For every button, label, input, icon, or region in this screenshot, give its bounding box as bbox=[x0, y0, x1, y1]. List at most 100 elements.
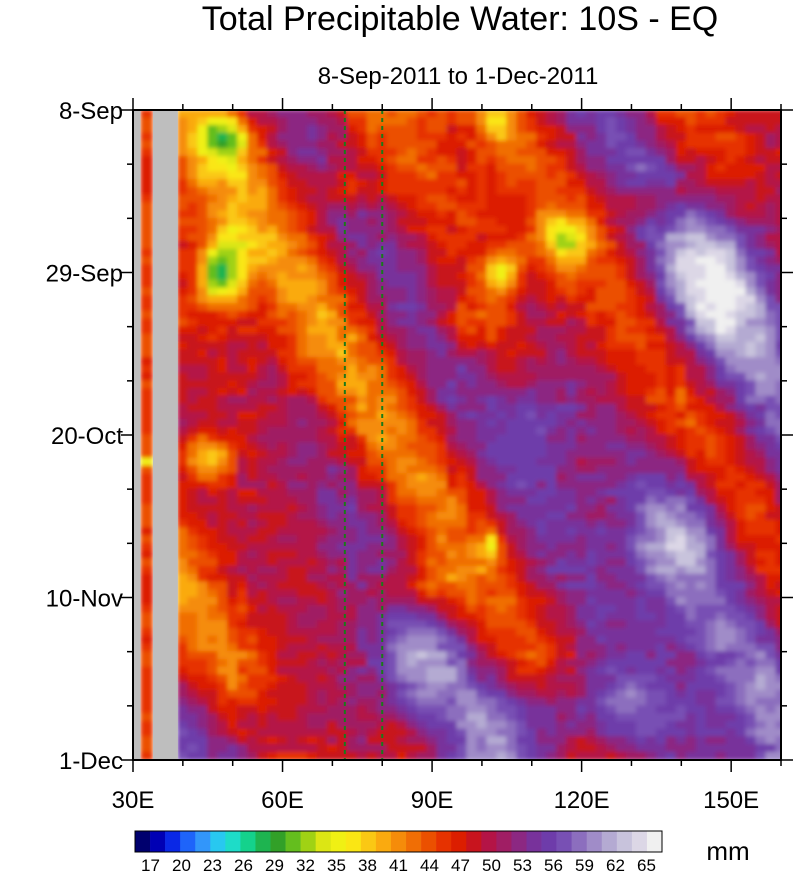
field-cell bbox=[386, 241, 398, 250]
field-cell bbox=[715, 163, 727, 173]
field-cell bbox=[655, 666, 667, 676]
field-cell bbox=[197, 233, 209, 243]
field-cell bbox=[277, 194, 289, 204]
field-cell bbox=[755, 666, 767, 676]
field-cell bbox=[586, 627, 598, 637]
field-cell bbox=[546, 233, 558, 243]
field-cell bbox=[536, 364, 548, 374]
field-cell bbox=[526, 720, 538, 730]
field-cell bbox=[645, 248, 657, 258]
field-cell bbox=[675, 264, 687, 273]
field-cell bbox=[486, 573, 498, 583]
field-cell bbox=[606, 233, 618, 243]
field-cell bbox=[247, 597, 259, 606]
field-cell bbox=[177, 465, 189, 475]
field-cell bbox=[506, 473, 518, 482]
field-cell bbox=[745, 651, 757, 660]
field-cell bbox=[247, 403, 259, 413]
field-cell bbox=[576, 233, 588, 243]
field-cell bbox=[207, 202, 219, 212]
field-cell bbox=[396, 604, 408, 614]
field-cell bbox=[207, 171, 219, 181]
field-cell bbox=[725, 643, 737, 653]
field-cell bbox=[685, 117, 697, 126]
field-cell bbox=[715, 140, 727, 150]
field-cell bbox=[257, 295, 269, 304]
field-cell bbox=[546, 186, 558, 196]
field-cell bbox=[606, 689, 618, 699]
field-cell bbox=[556, 535, 568, 544]
field-cell bbox=[306, 697, 318, 707]
field-cell bbox=[346, 589, 358, 598]
field-cell bbox=[426, 155, 438, 165]
field-cell bbox=[306, 194, 318, 204]
field-cell bbox=[556, 357, 568, 366]
field-cell bbox=[316, 519, 328, 529]
field-cell bbox=[745, 697, 757, 707]
field-cell bbox=[665, 310, 677, 320]
field-cell bbox=[177, 697, 189, 707]
field-cell bbox=[675, 326, 687, 335]
field-cell bbox=[366, 403, 378, 413]
field-cell bbox=[446, 751, 458, 760]
field-cell bbox=[625, 666, 637, 676]
field-cell bbox=[426, 287, 438, 297]
field-cell bbox=[695, 457, 707, 467]
field-cell bbox=[516, 643, 528, 653]
field-cell bbox=[436, 272, 448, 281]
field-cell bbox=[296, 697, 308, 707]
field-cell bbox=[695, 535, 707, 544]
field-cell bbox=[546, 349, 558, 359]
field-cell bbox=[376, 272, 388, 281]
field-cell bbox=[247, 302, 259, 312]
field-cell bbox=[486, 372, 498, 382]
field-cell bbox=[496, 442, 508, 451]
field-cell bbox=[645, 388, 657, 397]
field-cell bbox=[486, 496, 498, 506]
field-cell bbox=[506, 419, 518, 428]
field-cell bbox=[486, 527, 498, 537]
field-cell bbox=[596, 295, 608, 304]
field-cell bbox=[396, 496, 408, 506]
field-cell bbox=[725, 635, 737, 645]
field-cell bbox=[287, 132, 298, 142]
field-cell bbox=[177, 635, 189, 645]
field-cell bbox=[596, 395, 608, 405]
field-cell bbox=[416, 751, 428, 760]
field-cell bbox=[336, 620, 348, 629]
field-cell bbox=[586, 241, 598, 250]
field-cell bbox=[356, 333, 368, 343]
field-cell bbox=[396, 720, 408, 730]
field-cell bbox=[506, 241, 518, 250]
field-cell bbox=[536, 256, 548, 266]
field-cell bbox=[586, 225, 598, 235]
field-cell bbox=[725, 488, 737, 498]
field-cell bbox=[227, 318, 239, 328]
field-cell bbox=[695, 140, 707, 150]
field-cell bbox=[506, 411, 518, 421]
field-cell bbox=[306, 504, 318, 513]
field-cell bbox=[685, 620, 697, 629]
field-cell bbox=[645, 581, 657, 591]
field-cell bbox=[197, 589, 209, 598]
field-cell bbox=[695, 117, 707, 126]
field-cell bbox=[247, 163, 259, 173]
field-cell bbox=[356, 380, 368, 390]
field-cell bbox=[366, 449, 378, 459]
field-cell bbox=[366, 705, 378, 715]
field-cell bbox=[566, 643, 578, 653]
field-cell bbox=[516, 110, 528, 119]
field-cell bbox=[227, 349, 239, 359]
field-cell bbox=[566, 612, 578, 622]
field-cell bbox=[326, 148, 338, 157]
field-cell bbox=[267, 117, 279, 126]
field-cell bbox=[695, 132, 707, 142]
field-cell bbox=[625, 179, 637, 188]
field-cell bbox=[516, 318, 528, 328]
field-cell bbox=[655, 318, 667, 328]
field-cell bbox=[267, 751, 279, 760]
field-cell bbox=[287, 233, 298, 243]
field-cell bbox=[596, 434, 608, 444]
field-cell bbox=[625, 202, 637, 212]
field-cell bbox=[326, 272, 338, 281]
